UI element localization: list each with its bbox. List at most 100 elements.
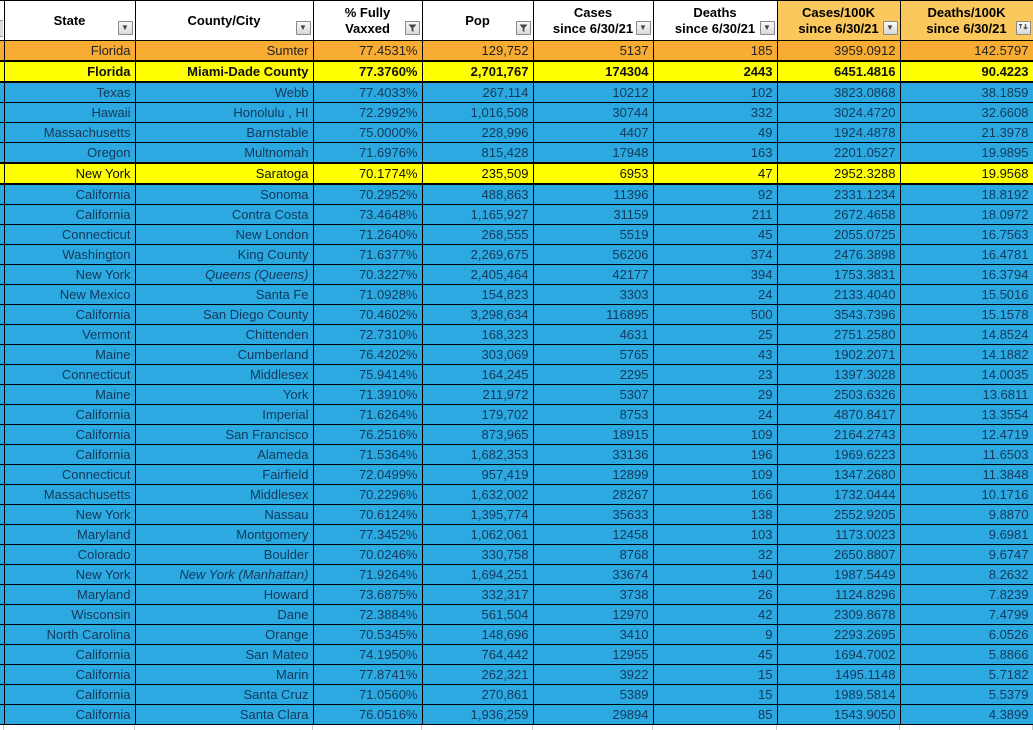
cell-vaxxed[interactable]: 71.5364% xyxy=(312,444,423,465)
cell-deaths100k[interactable]: 16.7563 xyxy=(899,224,1033,245)
cell-cases[interactable]: 12899 xyxy=(532,464,654,485)
cell-state[interactable]: Massachusetts xyxy=(3,122,136,143)
cell-cases100k[interactable]: 2952.3288 xyxy=(776,162,901,185)
cell-deaths100k[interactable]: 9.8870 xyxy=(899,504,1033,525)
cell-cases[interactable]: 33136 xyxy=(532,444,654,465)
cell-state[interactable]: New York xyxy=(3,264,136,285)
cell-cases[interactable]: 116895 xyxy=(532,304,654,325)
cell-cases100k[interactable]: 1924.4878 xyxy=(776,122,901,143)
cell-cases[interactable]: 3922 xyxy=(532,664,654,685)
cell-cases[interactable]: 28267 xyxy=(532,484,654,505)
cell-pop[interactable]: 168,323 xyxy=(421,324,534,345)
cell-vaxxed[interactable]: 77.4033% xyxy=(312,81,423,103)
cell-cases100k[interactable]: 6451.4816 xyxy=(776,60,901,83)
cell-vaxxed[interactable]: 75.0000% xyxy=(312,122,423,143)
cell-vaxxed[interactable]: 73.4648% xyxy=(312,204,423,225)
cell-cases100k[interactable]: 1694.7002 xyxy=(776,644,901,665)
cell-pop[interactable]: 1,016,508 xyxy=(421,102,534,123)
cell-state[interactable]: Connecticut xyxy=(3,464,136,485)
cell-cases[interactable]: 5389 xyxy=(532,684,654,705)
cell-deaths100k[interactable]: 5.7182 xyxy=(899,664,1033,685)
cell-pop[interactable]: 235,509 xyxy=(421,162,534,185)
cell-cases100k[interactable]: 2164.2743 xyxy=(776,424,901,445)
cell-cases[interactable]: 12458 xyxy=(532,524,654,545)
cell-state[interactable]: California xyxy=(3,404,136,425)
cell-vaxxed[interactable]: 77.3452% xyxy=(312,524,423,545)
cell-pop[interactable]: 164,245 xyxy=(421,364,534,385)
cell-vaxxed[interactable]: 70.4602% xyxy=(312,304,423,325)
filter-icon[interactable] xyxy=(515,21,531,35)
cell-state[interactable]: California xyxy=(3,444,136,465)
cell-deaths100k[interactable]: 7.4799 xyxy=(899,604,1033,625)
cell-cases100k[interactable]: 2055.0725 xyxy=(776,224,901,245)
cell-deaths100k[interactable]: 18.0972 xyxy=(899,204,1033,225)
cell-pop[interactable]: 2,405,464 xyxy=(421,264,534,285)
cell-cases100k[interactable]: 2133.4040 xyxy=(776,284,901,305)
cell-cases100k[interactable]: 1124.8296 xyxy=(776,584,901,605)
cell-deaths100k[interactable]: 16.4781 xyxy=(899,244,1033,265)
cell-deaths100k[interactable]: 6.0526 xyxy=(899,624,1033,645)
cell-deaths100k[interactable]: 15.1578 xyxy=(899,304,1033,325)
cell-state[interactable]: California xyxy=(3,424,136,445)
cell-pop[interactable]: 1,936,259 xyxy=(421,704,534,725)
cell-deaths[interactable]: 196 xyxy=(652,444,778,465)
cell-county[interactable]: Alameda xyxy=(134,444,314,465)
cell-deaths[interactable]: 15 xyxy=(652,684,778,705)
cell-deaths100k[interactable]: 11.3848 xyxy=(899,464,1033,485)
cell-state[interactable]: California xyxy=(3,684,136,705)
cell-cases[interactable]: 2295 xyxy=(532,364,654,385)
cell-state[interactable]: Connecticut xyxy=(3,224,136,245)
cell-county[interactable]: Honolulu , HI xyxy=(134,102,314,123)
cell-cases100k[interactable]: 2672.4658 xyxy=(776,204,901,225)
cell-vaxxed[interactable]: 73.6875% xyxy=(312,584,423,605)
cell-cases100k[interactable]: 1397.3028 xyxy=(776,364,901,385)
cell-cases[interactable]: 8753 xyxy=(532,404,654,425)
cell-pop[interactable]: 1,682,353 xyxy=(421,444,534,465)
cell-deaths[interactable]: 43 xyxy=(652,344,778,365)
cell-cases100k[interactable]: 1969.6223 xyxy=(776,444,901,465)
cell-cases[interactable]: 174304 xyxy=(532,60,654,83)
cell-county[interactable]: San Francisco xyxy=(134,424,314,445)
cell-vaxxed[interactable]: 70.5345% xyxy=(312,624,423,645)
cell-pop[interactable]: 211,972 xyxy=(421,384,534,405)
cell-county[interactable]: San Diego County xyxy=(134,304,314,325)
cell-state[interactable]: North Carolina xyxy=(3,624,136,645)
cell-pop[interactable]: 1,632,002 xyxy=(421,484,534,505)
cell-vaxxed[interactable]: 71.0928% xyxy=(312,284,423,305)
cell-cases100k[interactable]: 3024.4720 xyxy=(776,102,901,123)
cell-county[interactable]: New York (Manhattan) xyxy=(134,564,314,585)
cell-county[interactable]: Saratoga xyxy=(134,162,314,185)
cell-pop[interactable]: 332,317 xyxy=(421,584,534,605)
cell-pop[interactable]: 228,996 xyxy=(421,122,534,143)
cell-cases[interactable]: 17948 xyxy=(532,142,654,164)
cell-cases100k[interactable]: 2751.2580 xyxy=(776,324,901,345)
cell-deaths100k[interactable]: 5.5379 xyxy=(899,684,1033,705)
cell-deaths[interactable]: 85 xyxy=(652,704,778,725)
cell-vaxxed[interactable]: 76.0516% xyxy=(312,704,423,725)
cell-pop[interactable]: 1,395,774 xyxy=(421,504,534,525)
cell-county[interactable]: Dane xyxy=(134,604,314,625)
cell-county[interactable]: Sumter xyxy=(134,40,314,62)
cell-state[interactable]: California xyxy=(3,704,136,725)
cell-deaths[interactable]: 109 xyxy=(652,464,778,485)
cell-cases100k[interactable]: 1987.5449 xyxy=(776,564,901,585)
cell-vaxxed[interactable]: 70.0246% xyxy=(312,544,423,565)
cell-county[interactable]: Middlesex xyxy=(134,364,314,385)
cell-vaxxed[interactable]: 71.3910% xyxy=(312,384,423,405)
cell-county[interactable]: Marin xyxy=(134,664,314,685)
dropdown-icon[interactable]: ▼ xyxy=(635,21,651,35)
cell-vaxxed[interactable]: 77.4531% xyxy=(312,40,423,62)
cell-vaxxed[interactable]: 70.2296% xyxy=(312,484,423,505)
cell-county[interactable]: Contra Costa xyxy=(134,204,314,225)
cell-state[interactable]: Maryland xyxy=(3,584,136,605)
cell-vaxxed[interactable]: 77.3760% xyxy=(312,60,423,83)
cell-cases[interactable]: 6953 xyxy=(532,162,654,185)
cell-state[interactable]: Washington xyxy=(3,244,136,265)
cell-deaths100k[interactable]: 32.6608 xyxy=(899,102,1033,123)
filter-icon[interactable] xyxy=(404,21,420,35)
cell-deaths[interactable]: 45 xyxy=(652,644,778,665)
cell-deaths[interactable]: 23 xyxy=(652,364,778,385)
cell-deaths100k[interactable]: 18.8192 xyxy=(899,183,1033,205)
cell-cases100k[interactable]: 1902.2071 xyxy=(776,344,901,365)
cell-county[interactable]: Queens (Queens) xyxy=(134,264,314,285)
